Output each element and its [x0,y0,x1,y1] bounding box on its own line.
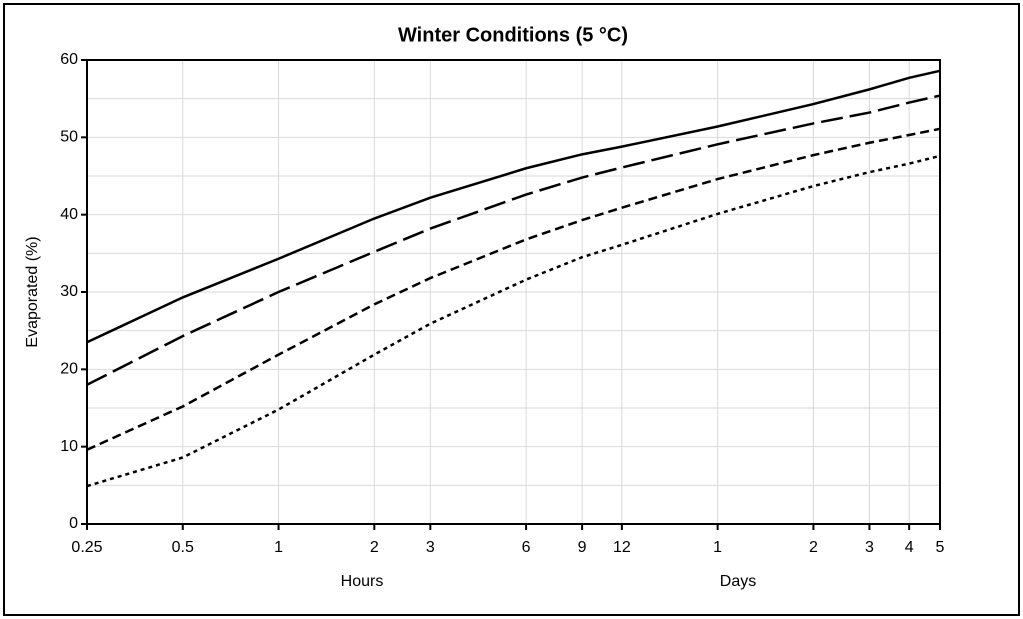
line [86,127,941,451]
frame [3,3,1020,616]
x-tick-label: 5 [936,539,945,556]
y-tick-label: 20 [60,361,78,378]
x-tick-label: 0.25 [71,539,102,556]
y-tick-label: 0 [69,515,78,532]
line [86,94,941,386]
line [86,154,941,488]
x-tick-label: 2 [809,539,818,556]
y-tick-label: 60 [60,51,78,68]
y-tick-label: 10 [60,438,78,455]
y-axis-label: Evaporated (%) [24,236,41,347]
x-tick-label: 12 [613,539,631,556]
x-tick-label: 9 [578,539,587,556]
x-tick-label: 2 [370,539,379,556]
chart-title: Winter Conditions (5 °C) [398,24,628,46]
y-tick-label: 30 [60,283,78,300]
x-tick-label: 1 [713,539,722,556]
plot-border [86,59,941,525]
x-tick-label: 1 [274,539,283,556]
line [86,69,941,344]
x-tick-label: 3 [426,539,435,556]
x-tick-label: 6 [522,539,531,556]
x-axis-label: Days [720,573,756,590]
x-axis-label: Hours [341,573,384,590]
x-tick-label: 4 [905,539,914,556]
x-tick-label: 3 [865,539,874,556]
y-tick-label: 50 [60,129,78,146]
y-tick-label: 40 [60,206,78,223]
x-tick-label: 0.5 [172,539,194,556]
